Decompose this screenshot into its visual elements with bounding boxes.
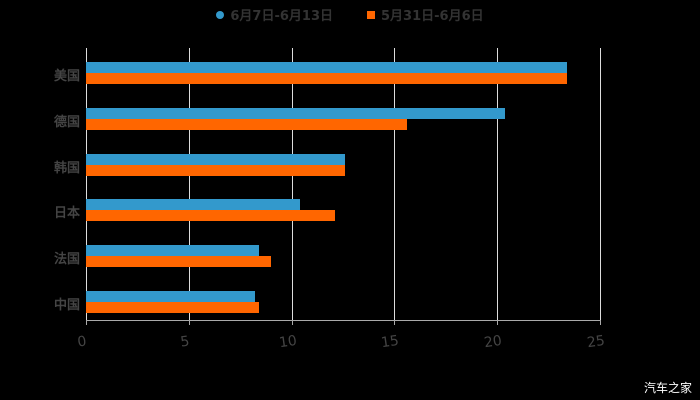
gridline	[394, 48, 396, 320]
axis-tick	[394, 320, 396, 325]
axis-tick	[497, 320, 499, 325]
x-axis	[86, 320, 600, 321]
bar[interactable]	[86, 164, 346, 176]
gridline	[86, 48, 87, 320]
category-label: 中国	[53, 298, 80, 313]
square-marker-icon	[367, 10, 375, 19]
legend-label: 6月7日-6月13日	[230, 9, 333, 24]
category-label: 美国	[53, 69, 80, 84]
x-tick-label: 20	[483, 332, 504, 352]
circle-marker-icon	[216, 10, 225, 19]
legend-label: 5月31日-6月6日	[381, 9, 484, 24]
bar[interactable]	[86, 302, 259, 313]
axis-tick	[600, 320, 601, 325]
x-tick-label: 5	[179, 333, 191, 351]
bar[interactable]	[86, 199, 300, 211]
watermark: 汽车之家	[643, 381, 692, 395]
x-tick-label: 0	[76, 333, 88, 351]
x-tick-label: 25	[586, 332, 606, 352]
legend-item-series-1[interactable]: 6月7日-6月13日	[216, 5, 333, 24]
bar[interactable]	[86, 291, 255, 302]
x-tick-label: 10	[277, 332, 298, 352]
bar[interactable]	[86, 107, 506, 119]
bar[interactable]	[86, 62, 568, 73]
category-label: 德国	[53, 114, 80, 130]
bar[interactable]	[86, 210, 335, 222]
bar[interactable]	[86, 118, 407, 130]
category-label: 韩国	[53, 160, 80, 176]
category-label: 日本	[53, 206, 80, 222]
gridline	[600, 48, 601, 320]
gridline	[291, 48, 293, 320]
bar[interactable]	[86, 73, 568, 84]
legend: 6月7日-6月13日 5月31日-6月6日	[0, 5, 700, 24]
axis-tick	[291, 320, 293, 325]
x-tick-label: 15	[380, 332, 401, 352]
category-label: 法国	[53, 252, 80, 268]
plot-area	[86, 48, 601, 325]
legend-item-series-2[interactable]: 5月31日-6月6日	[367, 5, 484, 24]
axis-tick	[188, 320, 190, 325]
bar[interactable]	[86, 245, 259, 257]
axis-tick	[86, 320, 87, 325]
gridline	[497, 48, 499, 320]
bar[interactable]	[86, 153, 346, 165]
bar[interactable]	[86, 256, 272, 268]
gridline	[188, 48, 190, 320]
